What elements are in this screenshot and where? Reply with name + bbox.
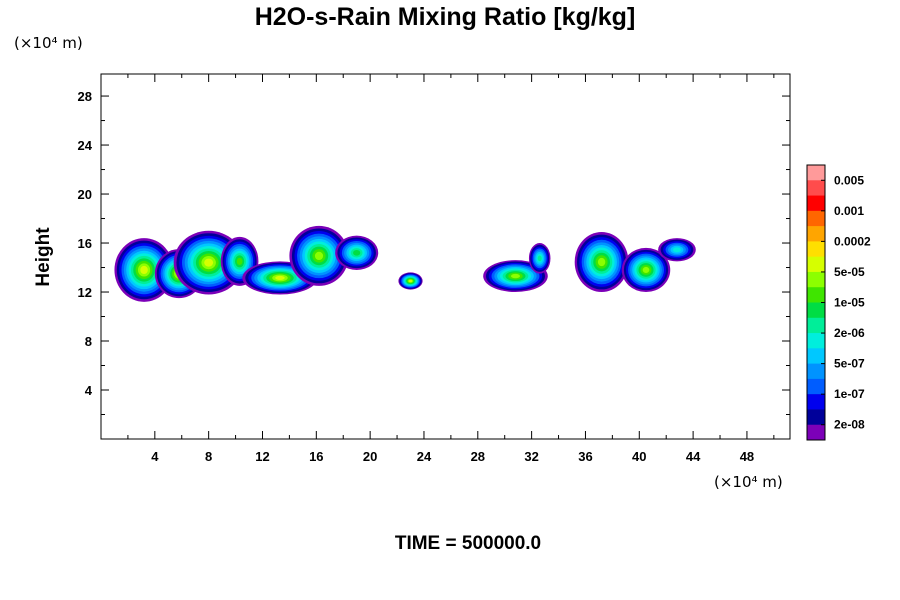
colorbar-label: 2e-08 (834, 418, 865, 432)
contour-level (408, 279, 413, 283)
colorbar-label: 1e-05 (834, 296, 865, 310)
x-tick-label: 4 (151, 449, 159, 464)
colorbar-swatch (807, 180, 825, 197)
plot-frame (100, 73, 791, 440)
y-tick-label: 12 (78, 285, 92, 300)
contour-level (236, 257, 243, 266)
colorbar-swatch (807, 409, 825, 426)
rain-cells (114, 225, 696, 302)
colorbar-label: 2e-06 (834, 326, 865, 340)
colorbar-swatch (807, 210, 825, 227)
colorbar-label: 1e-07 (834, 387, 865, 401)
contour-level (672, 247, 681, 253)
colorbar-label: 0.001 (834, 204, 864, 218)
y-tick-label: 16 (78, 236, 92, 251)
rain-cell (574, 232, 629, 293)
colorbar-label: 5e-07 (834, 357, 865, 371)
y-tick-label: 20 (78, 187, 92, 202)
colorbar-swatch (807, 195, 825, 212)
x-tick-label: 20 (363, 449, 377, 464)
colorbar-swatch (807, 348, 825, 365)
contour-level (511, 273, 520, 279)
colorbar-label: 5e-05 (834, 265, 865, 279)
chart-title: H2O-s-Rain Mixing Ratio [kg/kg] (255, 3, 636, 31)
contour-level (275, 275, 285, 281)
colorbar-swatch (807, 378, 825, 395)
contour-level (353, 249, 361, 256)
x-tick-label: 36 (578, 449, 592, 464)
contour-level (642, 266, 650, 274)
colorbar-swatch (807, 271, 825, 288)
colorbar: 0.005 0.001 0.0002 5e-05 1e-05 2e-06 5e-07 1e-0… (806, 164, 871, 441)
y-tick-label: 24 (78, 138, 93, 153)
x-axis: 4 8 12 16 20 24 28 32 36 40 44 48 (127, 74, 775, 464)
contour-level (537, 255, 542, 262)
rain-cell (220, 236, 259, 286)
rain-cells-layer (114, 225, 696, 302)
colorbar-swatch (807, 241, 825, 258)
x-tick-label: 48 (740, 449, 754, 464)
x-tick-label: 8 (205, 449, 212, 464)
contour-level (597, 257, 606, 267)
x-tick-label: 32 (524, 449, 538, 464)
rain-cell (289, 225, 349, 286)
x-tick-label: 12 (255, 449, 269, 464)
y-tick-label: 28 (78, 89, 92, 104)
rain-cell (398, 272, 423, 290)
rain-cell (658, 238, 696, 262)
colorbar-label: 0.0002 (834, 234, 871, 248)
y-axis: 4 8 12 16 20 24 28 (78, 89, 790, 416)
rain-cell (335, 235, 379, 270)
colorbar-swatch (807, 394, 825, 410)
colorbar-swatch (807, 226, 825, 242)
x-tick-label: 16 (309, 449, 323, 464)
colorbar-swatch (807, 363, 825, 380)
y-axis-unit-label: (×10⁴ m) (14, 34, 83, 52)
rain-cell (173, 230, 244, 295)
colorbar-swatch (807, 333, 825, 349)
colorbar-swatch (807, 256, 825, 273)
y-axis-label: Height (33, 227, 54, 287)
colorbar-swatch (807, 424, 825, 441)
colorbar-swatch (807, 287, 825, 303)
time-label: TIME = 500000.0 (395, 533, 541, 554)
contour-level (204, 258, 214, 267)
rain-cell (621, 247, 671, 293)
colorbar-swatch (807, 302, 825, 319)
y-tick-label: 8 (85, 334, 92, 349)
y-tick-label: 4 (85, 383, 93, 398)
x-tick-label: 40 (632, 449, 646, 464)
colorbar-swatch (807, 165, 825, 181)
x-tick-label: 24 (417, 449, 432, 464)
colorbar-swatch (807, 317, 825, 334)
x-tick-label: 44 (686, 449, 701, 464)
colorbar-label: 0.005 (834, 173, 864, 187)
contour-level (140, 265, 148, 275)
contour-level (314, 251, 324, 261)
x-tick-label: 28 (471, 449, 485, 464)
x-axis-unit-label: (×10⁴ m) (714, 473, 783, 491)
rain-cell (528, 243, 551, 274)
